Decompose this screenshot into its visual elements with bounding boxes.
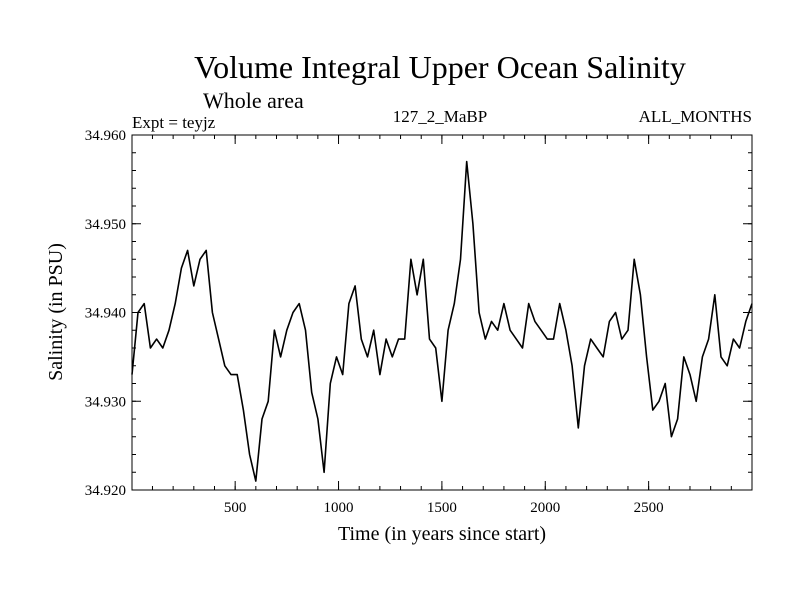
months-label: ALL_MONTHS <box>639 107 752 126</box>
chart-title: Volume Integral Upper Ocean Salinity <box>194 49 686 85</box>
x-tick-label: 2000 <box>530 500 560 516</box>
y-tick-label: 34.960 <box>85 128 126 144</box>
x-tick-label: 2500 <box>634 500 664 516</box>
x-axis-ticks: 500 1000 1500 2000 2500 <box>151 135 732 516</box>
run-label: 127_2_MaBP <box>393 107 487 126</box>
chart-subtitle: Whole area <box>203 88 304 113</box>
x-tick-label: 500 <box>224 500 247 516</box>
plot-frame <box>131 134 753 491</box>
y-tick-label: 34.920 <box>85 483 126 499</box>
y-axis-label: Salinity (in PSU) <box>45 243 67 381</box>
salinity-series-line <box>131 160 753 482</box>
y-axis-ticks: 34.920 34.930 34.940 34.950 34.960 <box>85 128 752 499</box>
x-axis-label: Time (in years since start) <box>338 523 546 545</box>
y-tick-label: 34.930 <box>85 394 126 410</box>
y-tick-label: 34.950 <box>85 217 126 233</box>
expt-label: Expt = teyjz <box>132 113 216 132</box>
x-tick-label: 1500 <box>427 500 457 516</box>
y-tick-label: 34.940 <box>85 306 126 322</box>
x-tick-label: 1000 <box>324 500 354 516</box>
